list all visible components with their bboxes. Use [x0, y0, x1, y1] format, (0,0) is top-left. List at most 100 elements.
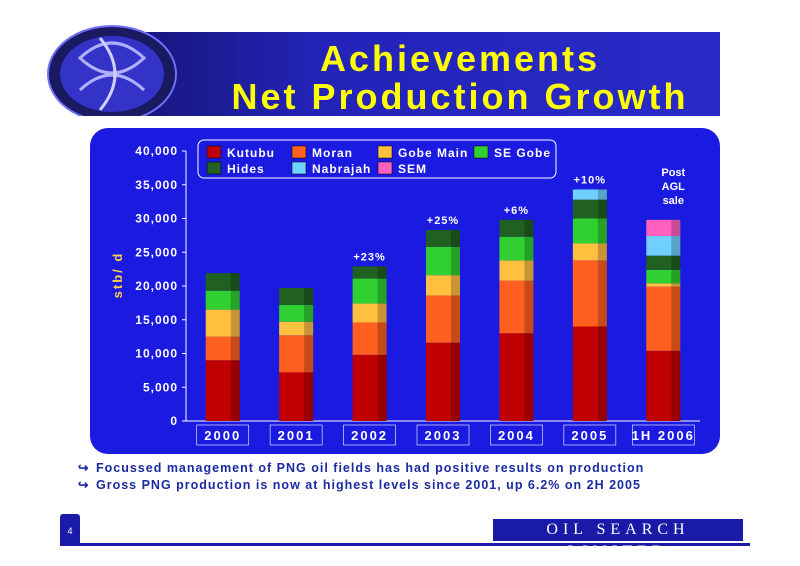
legend-swatch — [206, 161, 222, 175]
bar-segment — [279, 372, 314, 421]
bar-shade — [524, 219, 534, 237]
bar-shade — [230, 336, 240, 361]
bar-segment — [572, 243, 607, 261]
bullet-item: ↪ Gross PNG production is now at highest … — [78, 477, 644, 494]
page-title: Achievements — [319, 38, 601, 79]
bar-segment — [352, 278, 387, 304]
bar-shade — [671, 286, 681, 351]
x-tick-box — [269, 424, 323, 446]
bar-shade — [377, 278, 387, 304]
bar-segment — [352, 322, 387, 355]
bar-segment — [205, 336, 240, 361]
bar-segment — [646, 350, 681, 421]
bar-segment — [499, 260, 534, 281]
y-tick-label: 30,000 — [135, 212, 178, 226]
arrow-bullet-icon: ↪ — [78, 478, 90, 492]
bar-segment — [426, 229, 460, 247]
bar-shade — [671, 255, 681, 270]
company-name: OIL SEARCH LIMITED — [493, 519, 743, 560]
x-tick-label: 2002 — [351, 428, 388, 443]
bar-shade — [451, 295, 460, 343]
bar-shade — [524, 236, 534, 261]
x-tick-box — [563, 424, 617, 446]
legend-swatch — [291, 161, 307, 175]
x-tick-box — [196, 424, 250, 446]
bar-shade — [377, 303, 387, 323]
x-tick-box — [416, 424, 470, 446]
bar-segment — [646, 255, 681, 270]
x-tick-label: 2001 — [278, 428, 315, 443]
bar-shade — [230, 290, 240, 310]
x-tick-label: 1H 2006 — [632, 428, 695, 443]
arrow-bullet-icon: ↪ — [78, 461, 90, 475]
title-banner — [47, 25, 720, 116]
bar-shade — [451, 246, 460, 276]
bar-segment — [352, 303, 387, 323]
bar-shade — [597, 326, 607, 421]
bar-segment — [646, 236, 681, 256]
bar-segment — [646, 219, 681, 237]
legend-swatch — [291, 145, 307, 159]
bar-shade — [524, 333, 534, 421]
bar-shade — [524, 260, 534, 281]
x-tick-label: 2003 — [425, 428, 462, 443]
bar-segment — [279, 335, 314, 373]
bar-shade — [377, 354, 387, 421]
bar-segment — [426, 295, 460, 343]
post-sale-annotation: Post AGL sale — [661, 167, 685, 207]
legend-label: Moran — [312, 146, 353, 160]
bar-segment — [572, 218, 607, 244]
x-tick-label: 2000 — [204, 428, 241, 443]
bar-shade — [671, 350, 681, 421]
growth-annotation: +25% — [427, 215, 459, 227]
legend-box — [197, 139, 557, 179]
chart-panel — [90, 128, 720, 454]
bar-shade — [597, 218, 607, 244]
bar-shade — [671, 219, 681, 237]
bar-shade — [230, 273, 240, 291]
bar-segment — [572, 326, 607, 421]
bar-shade — [230, 360, 240, 421]
bar-segment — [499, 333, 534, 421]
bar-segment — [499, 219, 534, 237]
legend-label: SEM — [398, 162, 427, 176]
bar-segment — [426, 275, 460, 296]
legend-label: Kutubu — [227, 146, 275, 160]
bar-segment — [352, 354, 387, 421]
legend-swatch — [377, 145, 393, 159]
x-tick-box — [343, 424, 396, 446]
bar-shade — [304, 321, 314, 336]
bar-shade — [304, 372, 314, 421]
bar-shade — [671, 283, 681, 287]
y-tick-label: 40,000 — [135, 144, 178, 158]
bar-segment — [352, 266, 387, 279]
x-tick-box — [490, 424, 543, 446]
bar-segment — [426, 246, 460, 276]
bar-shade — [451, 229, 460, 247]
legend-swatch — [377, 161, 393, 175]
x-tick-label: 2005 — [571, 428, 608, 443]
y-tick-label: 0 — [170, 414, 178, 428]
legend-label: Hides — [227, 162, 265, 176]
bullet-text: Gross PNG production is now at highest l… — [96, 478, 641, 492]
bar-segment — [426, 342, 460, 421]
y-tick-label: 10,000 — [135, 347, 178, 361]
bullet-list: ↪ Focussed management of PNG oil fields h… — [78, 460, 644, 494]
y-tick-label: 35,000 — [135, 178, 178, 192]
company-logo-icon — [47, 25, 177, 116]
bar-segment — [499, 236, 534, 261]
bar-shade — [451, 342, 460, 421]
bar-segment — [279, 304, 314, 322]
bullet-text: Focussed management of PNG oil fields ha… — [96, 461, 645, 475]
bar-shade — [597, 189, 607, 200]
x-tick-label: 2004 — [498, 428, 535, 443]
bar-segment — [646, 286, 681, 351]
y-tick-label: 15,000 — [135, 313, 178, 327]
growth-annotation: +10% — [574, 174, 606, 186]
legend-label: Gobe Main — [398, 146, 468, 160]
bar-shade — [304, 288, 314, 305]
bar-segment — [646, 269, 681, 284]
bar-segment — [279, 321, 314, 336]
bar-shade — [377, 266, 387, 279]
bar-shade — [597, 243, 607, 261]
